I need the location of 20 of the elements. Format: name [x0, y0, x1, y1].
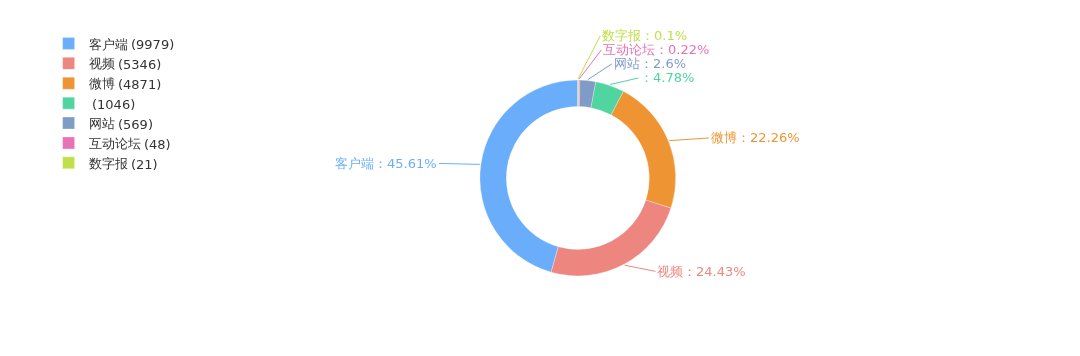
legend-label: 互动论坛	[88, 136, 141, 151]
legend-label: 客户端	[88, 36, 128, 52]
legend-label: 网站	[88, 116, 115, 132]
category-label: 客户端：45.61%	[335, 156, 437, 171]
category-label: 视频：24.43%	[657, 264, 746, 279]
text: (21)	[131, 157, 158, 172]
category-label: 数字报：0.1%	[602, 28, 688, 43]
text: (9979)	[131, 37, 175, 52]
legend-label: 微博	[88, 76, 115, 92]
category-label: 网站：2.6%	[614, 56, 687, 71]
data-label: ：4.78%	[640, 70, 695, 85]
text: (48)	[144, 137, 171, 152]
legend-label: 视频	[88, 56, 115, 72]
text: (4871)	[118, 77, 162, 92]
category-label: 互动论坛：0.22%	[603, 42, 710, 57]
text: (1046)	[92, 97, 136, 112]
text: (5346)	[118, 57, 162, 72]
text: (569)	[118, 117, 153, 132]
legend-label: 数字报	[88, 155, 128, 171]
category-label: 微博：22.26%	[711, 130, 800, 145]
